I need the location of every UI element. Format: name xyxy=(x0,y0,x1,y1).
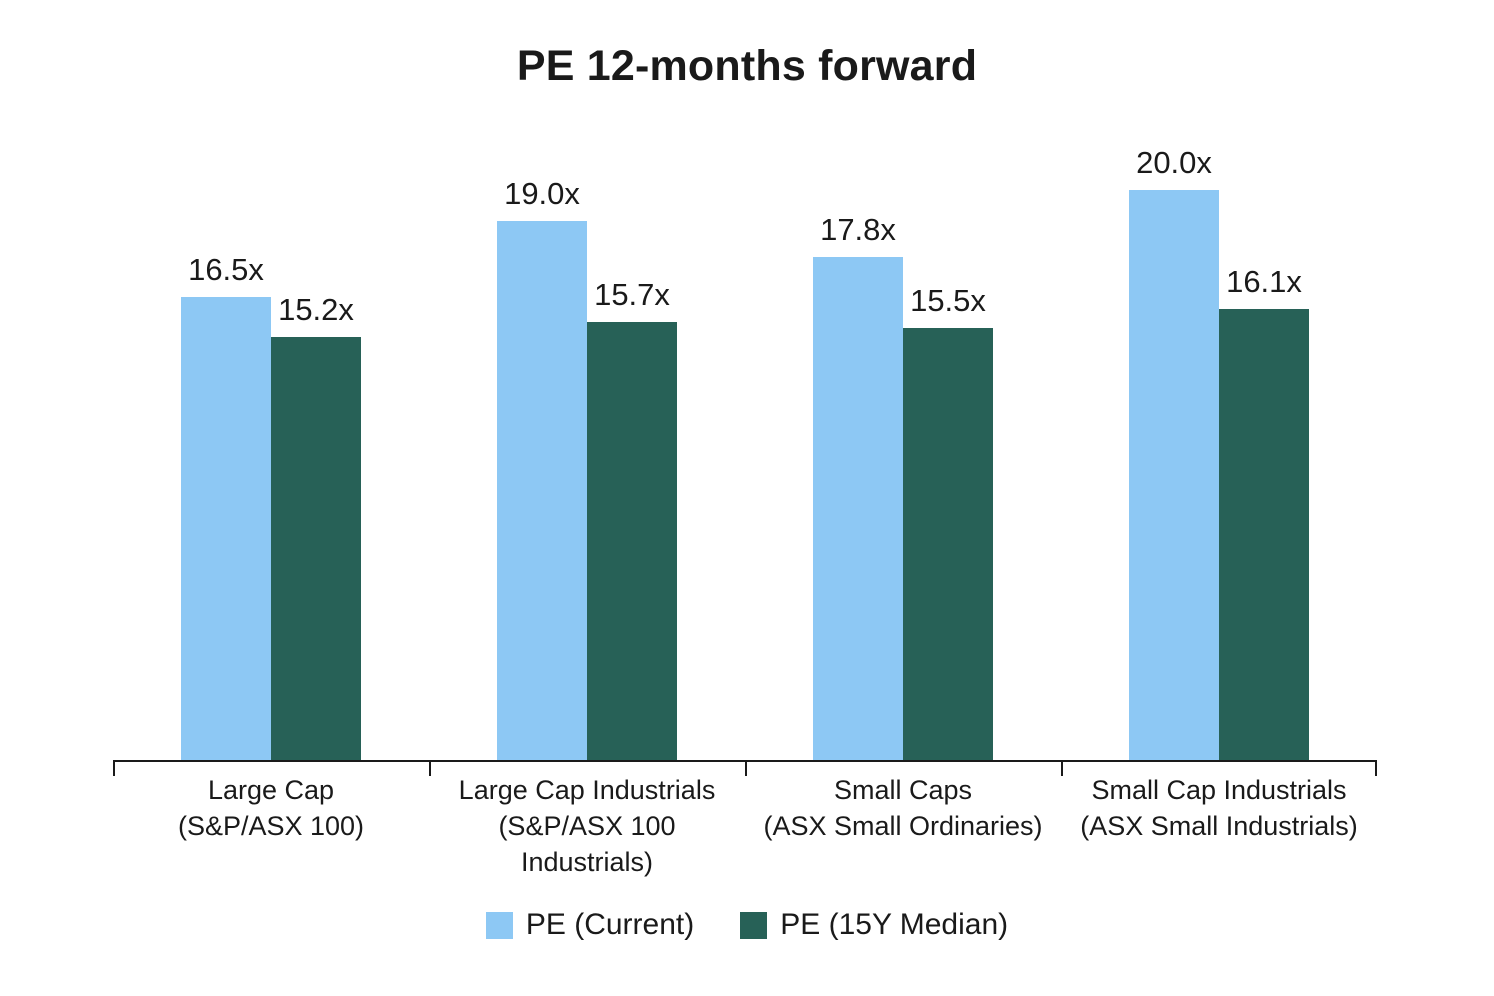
chart-title: PE 12-months forward xyxy=(516,42,978,90)
x-axis-tick xyxy=(745,760,747,776)
category-label-line: (S&P/ASX 100 Industrials) xyxy=(498,811,676,877)
legend-item: PE (15Y Median) xyxy=(740,908,1008,942)
category-label: Large Cap Industrials (S&P/ASX 100 Indust… xyxy=(429,772,745,880)
category-label-line: Small Caps xyxy=(833,775,973,805)
x-axis-tick xyxy=(1061,760,1063,776)
bar-pe-15y-median xyxy=(1219,309,1309,760)
x-axis-tick xyxy=(429,760,431,776)
category-label-line: Large Cap Industrials xyxy=(458,775,716,805)
category-label: Small Caps (ASX Small Ordinaries) xyxy=(745,772,1061,844)
x-axis-tick xyxy=(113,760,115,776)
bar-pe-current xyxy=(1129,190,1219,760)
bar-pe-15y-median xyxy=(271,337,361,760)
bar-value-label: 17.8x xyxy=(820,212,896,247)
x-axis-tick xyxy=(1375,760,1377,776)
category-label-line: Large Cap xyxy=(207,775,335,805)
bar-value-label: 15.7x xyxy=(594,277,670,312)
bar-value-label: 19.0x xyxy=(504,176,580,211)
bar-value-label: 15.5x xyxy=(910,283,986,318)
bar-pe-current xyxy=(181,297,271,760)
bar-pe-15y-median xyxy=(903,328,993,760)
legend: PE (Current) PE (15Y Median) xyxy=(0,908,1494,942)
legend-swatch-pe-15y-median xyxy=(740,911,768,939)
bar-pe-current xyxy=(497,221,587,760)
bar-value-label: 15.2x xyxy=(278,292,354,327)
legend-swatch-pe-current xyxy=(485,911,513,939)
category-label-line: Small Cap Industrials xyxy=(1091,775,1347,805)
bar-value-label: 16.5x xyxy=(188,252,264,287)
category-label: Large Cap (S&P/ASX 100) xyxy=(113,772,429,844)
bar-pe-current xyxy=(813,257,903,760)
bar-value-label: 20.0x xyxy=(1136,145,1212,180)
category-label-line: (ASX Small Industrials) xyxy=(1080,811,1358,841)
category-label-line: (S&P/ASX 100) xyxy=(177,811,365,841)
legend-item: PE (Current) xyxy=(485,908,695,942)
category-label-line: (ASX Small Ordinaries) xyxy=(763,811,1043,841)
category-label: Small Cap Industrials (ASX Small Industri… xyxy=(1061,772,1377,844)
bar-value-label: 16.1x xyxy=(1226,264,1302,299)
legend-label: PE (Current) xyxy=(525,908,695,941)
legend-label: PE (15Y Median) xyxy=(780,908,1009,941)
bar-pe-15y-median xyxy=(587,322,677,760)
